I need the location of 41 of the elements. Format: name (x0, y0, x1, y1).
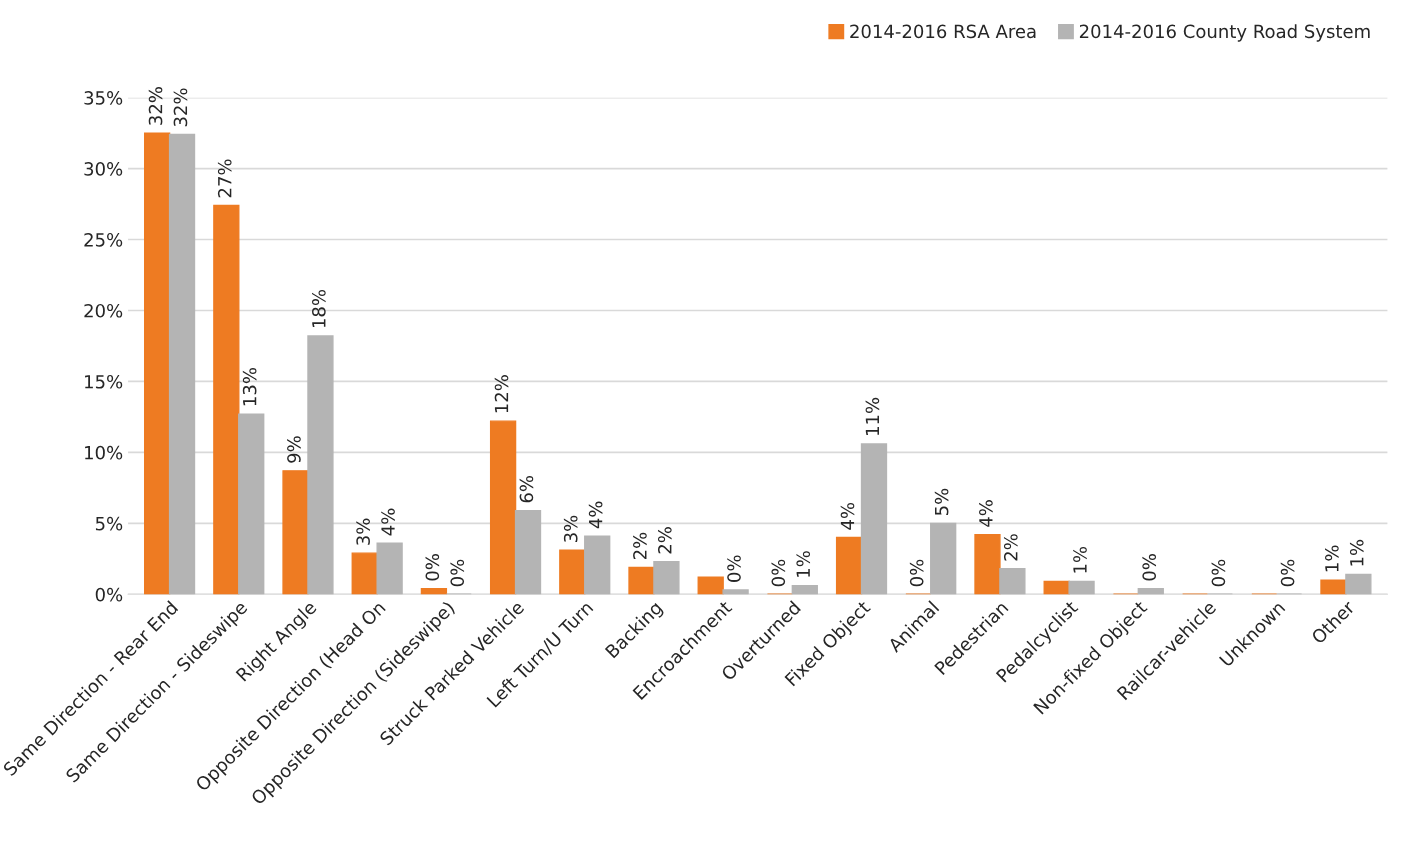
y-tick-label: 20% (84, 303, 123, 318)
y-tick-label: 35% (84, 91, 123, 105)
data-label: 1% (1073, 546, 1087, 573)
data-label: 6% (519, 475, 534, 503)
data-label: 11% (865, 397, 880, 435)
data-label: 0% (727, 555, 741, 582)
data-label: 2% (657, 527, 672, 554)
data-label: 4% (979, 500, 993, 527)
y-tick-label: 0% (95, 587, 123, 602)
data-label: 4% (381, 508, 395, 536)
data-label: 32% (148, 87, 163, 125)
data-label: 0% (425, 554, 440, 581)
y-tick-label: 25% (84, 233, 123, 247)
y-tick-label: 30% (84, 162, 123, 176)
legend-label: 2014-2016 RSA Area (850, 24, 1036, 39)
data-label: 1% (796, 551, 811, 577)
data-label: 0% (1211, 559, 1226, 587)
data-label: 1% (1349, 539, 1364, 566)
data-label: 4% (840, 502, 855, 530)
y-tick-label: 10% (85, 445, 123, 460)
data-label: 3% (563, 515, 578, 542)
data-label: 32% (173, 88, 188, 127)
y-tick-label: 5% (95, 516, 123, 531)
y-tick-label: 15% (85, 374, 123, 389)
data-label: 0% (909, 559, 924, 587)
data-label: 9% (287, 436, 301, 463)
data-label: 13% (242, 368, 257, 406)
data-label: 0% (1280, 559, 1295, 587)
legend-label: 2014-2016 County Road System (1079, 24, 1370, 42)
data-label: 27% (217, 159, 232, 198)
data-label: 1% (1325, 545, 1339, 572)
data-label: 18% (312, 289, 326, 328)
data-label: 0% (450, 559, 465, 587)
data-label: 5% (934, 488, 949, 516)
data-label: 3% (356, 518, 370, 545)
data-label: 2% (1003, 534, 1018, 561)
data-label: 0% (1142, 554, 1157, 581)
data-label: 4% (588, 501, 603, 529)
data-label: 2% (633, 532, 647, 560)
data-label: 0% (771, 559, 786, 587)
data-label: 12% (494, 375, 509, 413)
